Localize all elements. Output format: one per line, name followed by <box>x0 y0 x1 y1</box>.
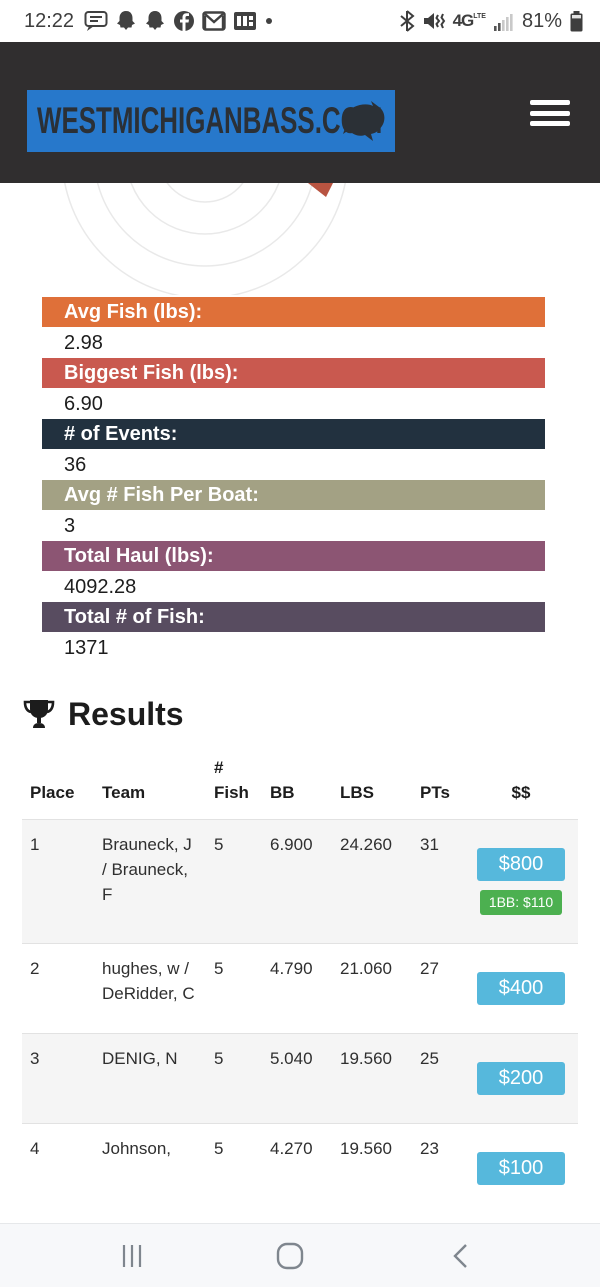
cell-big-bass: 5.040 <box>270 1049 313 1068</box>
cell-payout: $400 <box>464 944 578 1033</box>
results-heading: Results <box>22 691 578 737</box>
stat-label-bar: Biggest Fish (lbs): <box>42 358 545 388</box>
stat-row: Total # of Fish: 1371 <box>42 602 545 663</box>
cell-payout: $100 <box>464 1124 578 1213</box>
snapchat-icon <box>117 11 136 30</box>
signal-icon <box>493 14 513 31</box>
cell-big-bass: 4.790 <box>270 959 313 978</box>
chat-icon <box>84 11 108 31</box>
column-header-bb: BB <box>270 783 295 802</box>
cell-team: Johnson, <box>102 1139 171 1158</box>
battery-icon <box>570 11 583 32</box>
stat-row: Biggest Fish (lbs): 6.90 <box>42 358 545 419</box>
cell-team: Brauneck, J / Brauneck, F <box>102 835 192 904</box>
big-bass-bonus-badge: 1BB: $110 <box>479 890 563 915</box>
table-row: 2 hughes, w / DeRidder, C 5 4.790 21.060… <box>22 943 578 1033</box>
network-4g-lte-icon: 4G LTE <box>452 11 486 30</box>
stat-value: 4092.28 <box>64 576 137 598</box>
cell-lbs: 19.560 <box>340 1139 392 1158</box>
table-row: 1 Brauneck, J / Brauneck, F 5 6.900 24.2… <box>22 819 578 943</box>
app-header: WESTMICHIGANBASS.COM <box>0 42 600 183</box>
column-header-money: $$ <box>511 783 531 802</box>
stat-row: Total Haul (lbs): 4092.28 <box>42 541 545 602</box>
payout-button[interactable]: $100 <box>477 1152 565 1185</box>
cell-lbs: 21.060 <box>340 959 392 978</box>
snapchat-icon <box>146 11 165 30</box>
stat-label-bar: # of Events: <box>42 419 545 449</box>
cell-num-fish: 5 <box>214 959 224 978</box>
android-nav-bar <box>0 1223 600 1287</box>
column-header-pts: PTs <box>420 783 450 802</box>
table-body: 1 Brauneck, J / Brauneck, F 5 6.900 24.2… <box>22 819 578 1213</box>
results-title-text: Results <box>68 696 184 732</box>
trophy-icon <box>23 700 55 728</box>
cell-big-bass: 6.900 <box>270 835 313 854</box>
payout-button[interactable]: $200 <box>477 1062 565 1095</box>
cell-num-fish: 5 <box>214 835 224 854</box>
stat-row: Avg Fish (lbs): 2.98 <box>42 297 545 358</box>
cell-lbs: 19.560 <box>340 1049 392 1068</box>
polar-chart-cropped <box>0 183 600 295</box>
column-header-place: Place <box>30 783 75 802</box>
cell-payout: $200 <box>464 1034 578 1123</box>
stat-value: 3 <box>64 515 76 537</box>
clock: 12:22 <box>24 9 75 32</box>
cell-points: 25 <box>420 1049 439 1068</box>
hamburger-menu-icon[interactable] <box>530 100 570 126</box>
chart-wedge <box>308 183 333 197</box>
stat-value: 6.90 <box>64 393 103 415</box>
mute-icon <box>423 13 445 29</box>
stat-label-bar: Avg Fish (lbs): <box>42 297 545 327</box>
column-header-lbs: LBS <box>340 783 374 802</box>
season-stats: Avg Fish (lbs): 2.98 Biggest Fish (lbs):… <box>42 297 545 663</box>
cell-lbs: 24.260 <box>340 835 392 854</box>
cell-big-bass: 4.270 <box>270 1139 313 1158</box>
home-button[interactable] <box>250 1224 330 1287</box>
cell-points: 23 <box>420 1139 439 1158</box>
table-header-row: Place Team # Fish BB LBS PTs $$ <box>22 755 578 819</box>
stat-label-bar: Avg # Fish Per Boat: <box>42 480 545 510</box>
cell-points: 27 <box>420 959 439 978</box>
status-bar: 12:22 <box>0 0 600 42</box>
cell-place: 1 <box>30 835 40 854</box>
recent-apps-icon <box>122 1245 142 1267</box>
office-icon <box>234 12 257 30</box>
cell-place: 3 <box>30 1049 40 1068</box>
table-row: 4 Johnson, 5 4.270 19.560 23 $100 <box>22 1123 578 1213</box>
bass-fish-icon <box>343 101 385 141</box>
cell-points: 31 <box>420 835 439 854</box>
column-header-fish: # Fish <box>214 758 249 802</box>
payout-button[interactable]: $400 <box>477 972 565 1005</box>
bluetooth-icon <box>399 10 415 32</box>
stat-row: # of Events: 36 <box>42 419 545 480</box>
stat-value: 2.98 <box>64 332 103 354</box>
cell-place: 2 <box>30 959 40 978</box>
battery-percent: 81% <box>521 9 562 32</box>
cell-place: 4 <box>30 1139 40 1158</box>
cell-team: hughes, w / DeRidder, C <box>102 959 195 1003</box>
payout-button[interactable]: $800 <box>477 848 565 881</box>
column-header-team: Team <box>102 783 146 802</box>
stat-value: 1371 <box>64 637 109 659</box>
site-logo-text: WESTMICHIGANBASS.COM <box>37 100 383 141</box>
stat-row: Avg # Fish Per Boat: 3 <box>42 480 545 541</box>
facebook-icon <box>174 11 195 31</box>
gmail-icon <box>202 11 226 31</box>
notification-dot <box>266 18 273 24</box>
results-section: Results Place Team # Fish BB LBS PTs $$ 1 Brau… <box>0 663 600 1213</box>
cell-num-fish: 5 <box>214 1049 224 1068</box>
stat-value: 36 <box>64 454 87 476</box>
cell-num-fish: 5 <box>214 1139 224 1158</box>
stat-label-bar: Total # of Fish: <box>42 602 545 632</box>
cell-team: DENIG, N <box>102 1049 178 1068</box>
home-icon <box>276 1242 304 1270</box>
stat-label-bar: Total Haul (lbs): <box>42 541 545 571</box>
recent-apps-button[interactable] <box>92 1224 172 1287</box>
back-chevron-icon <box>453 1244 467 1268</box>
results-table: Place Team # Fish BB LBS PTs $$ 1 Brauneck, J … <box>22 755 578 1213</box>
table-row: 3 DENIG, N 5 5.040 19.560 25 $200 <box>22 1033 578 1123</box>
back-button[interactable] <box>420 1224 500 1287</box>
cell-payout: $800 1BB: $110 <box>464 820 578 943</box>
site-logo[interactable]: WESTMICHIGANBASS.COM <box>27 90 395 152</box>
